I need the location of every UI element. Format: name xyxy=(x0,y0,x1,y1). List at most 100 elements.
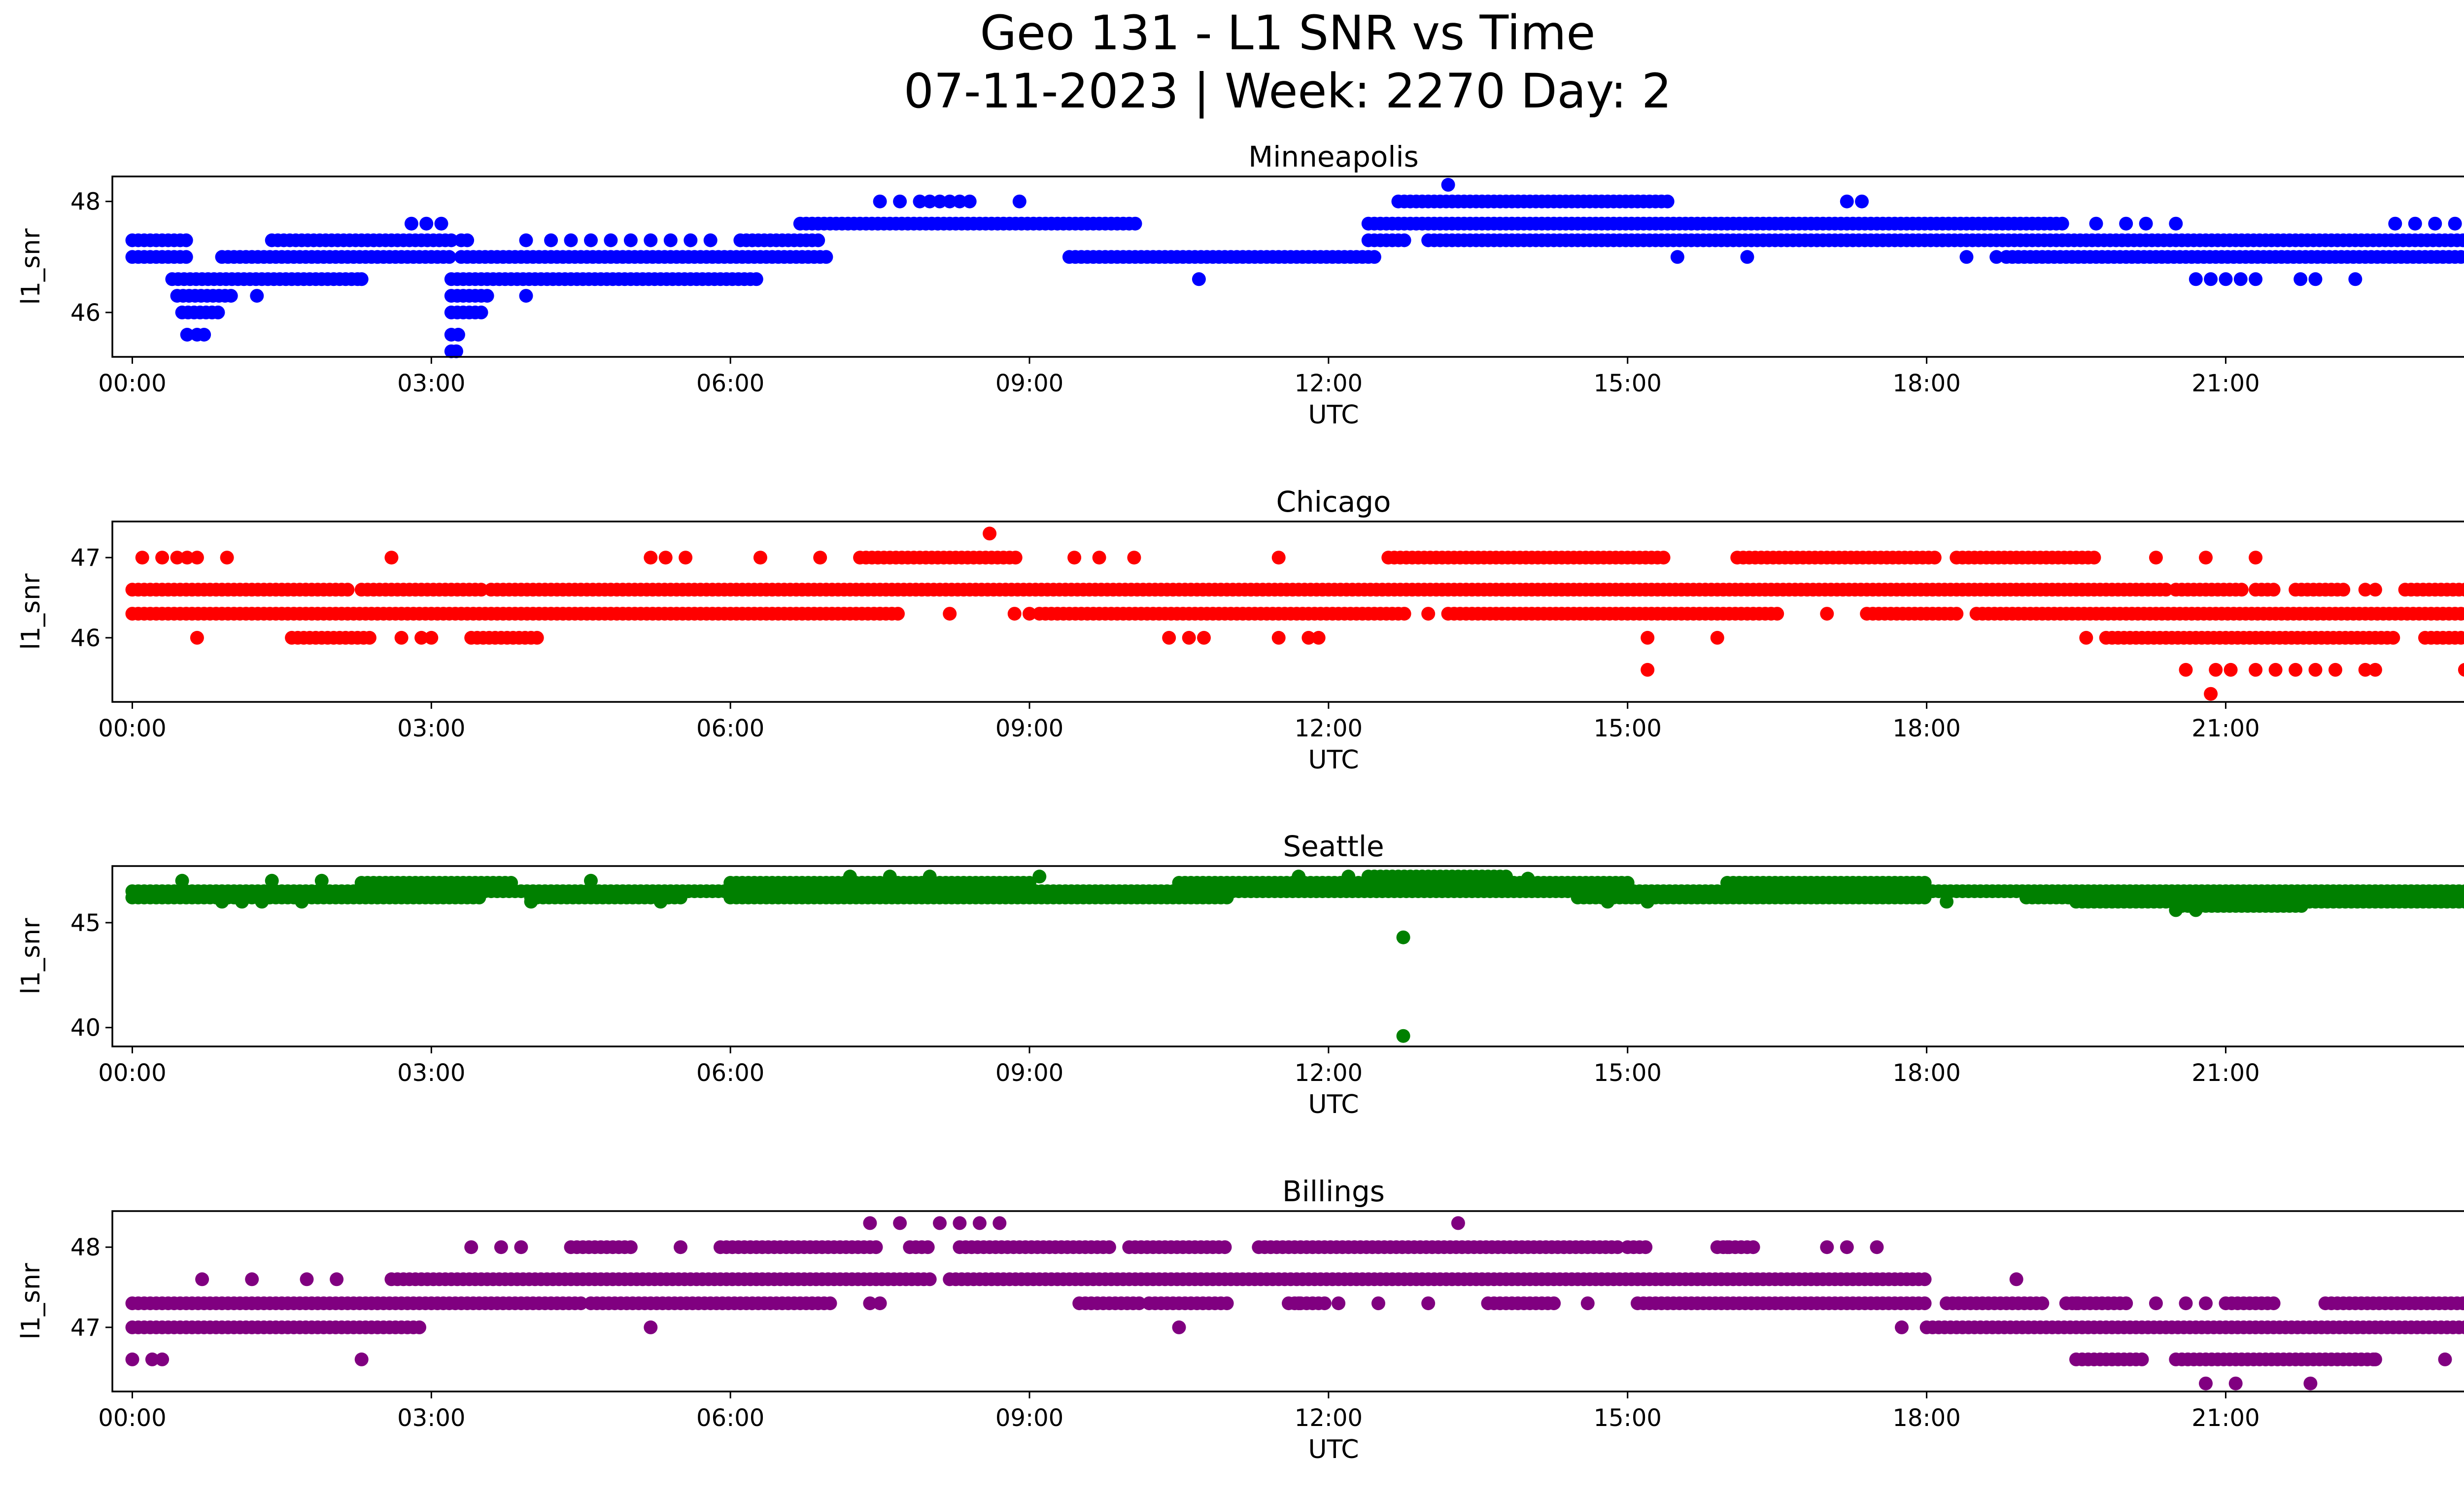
data-point xyxy=(449,344,463,358)
data-point xyxy=(933,194,947,209)
data-point xyxy=(1601,895,1615,909)
x-tick-label: 09:00 xyxy=(995,1404,1063,1432)
data-point xyxy=(2087,551,2101,565)
scatter-points xyxy=(125,869,2464,1043)
data-point xyxy=(923,194,937,209)
data-point xyxy=(2368,583,2382,597)
data-point xyxy=(1301,630,1316,645)
axes-frame xyxy=(111,865,2464,1047)
data-point xyxy=(1317,1296,1332,1311)
data-point xyxy=(524,895,538,909)
data-point xyxy=(1770,607,1784,621)
data-point xyxy=(1128,216,1142,231)
data-point xyxy=(125,1352,139,1366)
data-point xyxy=(1271,630,1286,645)
data-point xyxy=(2308,272,2323,286)
data-point xyxy=(873,194,887,209)
data-point xyxy=(1547,1296,1561,1311)
data-point xyxy=(2289,662,2303,677)
figure-title-line1: Geo 131 - L1 SNR vs Time xyxy=(980,5,1596,61)
data-point xyxy=(811,233,825,247)
y-tick-label: 46 xyxy=(70,625,101,652)
data-point xyxy=(2169,903,2183,917)
data-point xyxy=(1220,1296,1234,1311)
data-point xyxy=(1102,1240,1116,1254)
data-point xyxy=(1292,1296,1306,1311)
data-point xyxy=(464,1240,479,1254)
data-point xyxy=(623,1240,638,1254)
data-point xyxy=(1959,250,1974,264)
x-tick-label: 21:00 xyxy=(2191,1059,2259,1087)
data-point xyxy=(2368,662,2382,677)
subplot-title: Chicago xyxy=(1276,485,1391,519)
data-point xyxy=(1127,551,1141,565)
data-point xyxy=(1610,1240,1625,1254)
data-point xyxy=(749,272,763,286)
data-point xyxy=(843,869,857,884)
data-point xyxy=(170,551,184,565)
data-point xyxy=(1012,194,1027,209)
data-point xyxy=(1720,1240,1734,1254)
x-axis-label: UTC xyxy=(1308,745,1359,775)
data-point xyxy=(574,1296,588,1311)
data-point xyxy=(2308,662,2323,677)
data-point xyxy=(424,630,439,645)
data-point xyxy=(2234,583,2249,597)
data-point xyxy=(2199,1296,2213,1311)
x-tick-label: 15:00 xyxy=(1594,715,1662,742)
data-point xyxy=(623,233,638,247)
data-point xyxy=(1641,662,1655,677)
x-tick-label: 15:00 xyxy=(1594,1059,1662,1087)
data-point xyxy=(2438,1352,2452,1366)
data-point xyxy=(923,869,937,884)
data-point xyxy=(394,630,409,645)
data-point xyxy=(644,1320,658,1334)
subplot-title: Minneapolis xyxy=(1248,140,1419,174)
data-point xyxy=(215,895,229,909)
data-point xyxy=(314,873,329,888)
y-tick-label: 45 xyxy=(70,909,101,937)
data-point xyxy=(1367,250,1381,264)
data-point xyxy=(1580,1296,1595,1311)
y-axis-label: l1_snr xyxy=(16,228,46,305)
data-point xyxy=(442,250,456,264)
data-point xyxy=(2119,1296,2133,1311)
data-point xyxy=(953,194,967,209)
data-point xyxy=(2456,233,2464,247)
data-point xyxy=(2428,216,2442,231)
data-point xyxy=(2079,630,2093,645)
data-point xyxy=(1421,1296,1436,1311)
data-point xyxy=(265,873,279,888)
data-point xyxy=(2233,272,2248,286)
data-point xyxy=(653,895,668,909)
data-point xyxy=(2408,216,2422,231)
data-point xyxy=(2089,216,2103,231)
data-point xyxy=(2266,583,2281,597)
axes-frame xyxy=(111,1210,2464,1392)
data-point xyxy=(2294,899,2309,913)
y-axis-label: l1_snr xyxy=(16,1263,46,1340)
data-point xyxy=(2149,551,2163,565)
data-point xyxy=(1292,869,1306,884)
data-point xyxy=(1989,250,2004,264)
data-point xyxy=(2009,1272,2023,1286)
data-point xyxy=(703,233,718,247)
axes-frame xyxy=(111,521,2464,703)
y-tick-label: 48 xyxy=(70,188,101,216)
data-point xyxy=(412,1320,426,1334)
data-point xyxy=(943,194,957,209)
data-point xyxy=(1220,890,1234,904)
data-point xyxy=(2199,1376,2213,1391)
data-point xyxy=(2268,662,2283,677)
data-point xyxy=(873,1296,887,1311)
data-point xyxy=(564,233,578,247)
x-axis-label: UTC xyxy=(1308,400,1359,430)
data-point xyxy=(2458,663,2464,677)
subplot-minneapolis: Minneapolis 00:00 03:00 06:00 09:00 12:00 15:0… xyxy=(16,140,2464,430)
data-point xyxy=(674,890,687,904)
scatter-points xyxy=(125,1216,2464,1391)
data-point xyxy=(863,1296,877,1311)
data-point xyxy=(190,551,204,565)
data-point xyxy=(175,873,189,888)
data-point xyxy=(663,233,678,247)
